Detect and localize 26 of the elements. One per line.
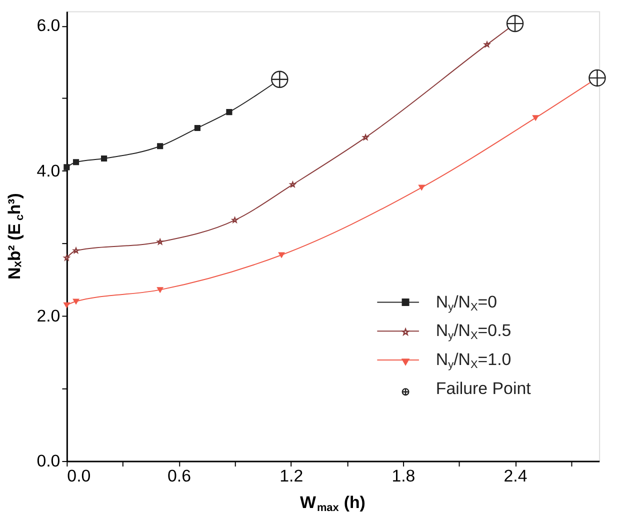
point [64, 164, 70, 170]
point [226, 109, 232, 116]
y-axis-title: Nₓb² (Ech³) [4, 193, 26, 280]
point [278, 252, 285, 258]
y-tick-label: 0.0 [36, 452, 60, 470]
point [532, 115, 539, 121]
point [506, 14, 524, 32]
x-tick-label: 0.0 [67, 466, 91, 486]
point [157, 143, 164, 150]
x-tick-label: 1.2 [280, 466, 304, 486]
point [101, 155, 108, 162]
point [271, 70, 288, 88]
point [72, 298, 80, 304]
legend-label: Failure Point [436, 378, 532, 398]
point [588, 69, 606, 87]
point [194, 124, 200, 132]
point [157, 287, 164, 293]
y-tick-label: 6.0 [36, 16, 60, 36]
y-tick-label: 2.0 [36, 306, 60, 326]
y-tick-label: 4.0 [36, 161, 60, 180]
point [72, 159, 80, 166]
point [64, 302, 70, 308]
x-tick-label: 0.6 [168, 466, 192, 486]
x-tick-label: 2.4 [504, 466, 528, 486]
point [418, 184, 425, 190]
x-tick-label: 1.8 [392, 466, 416, 486]
